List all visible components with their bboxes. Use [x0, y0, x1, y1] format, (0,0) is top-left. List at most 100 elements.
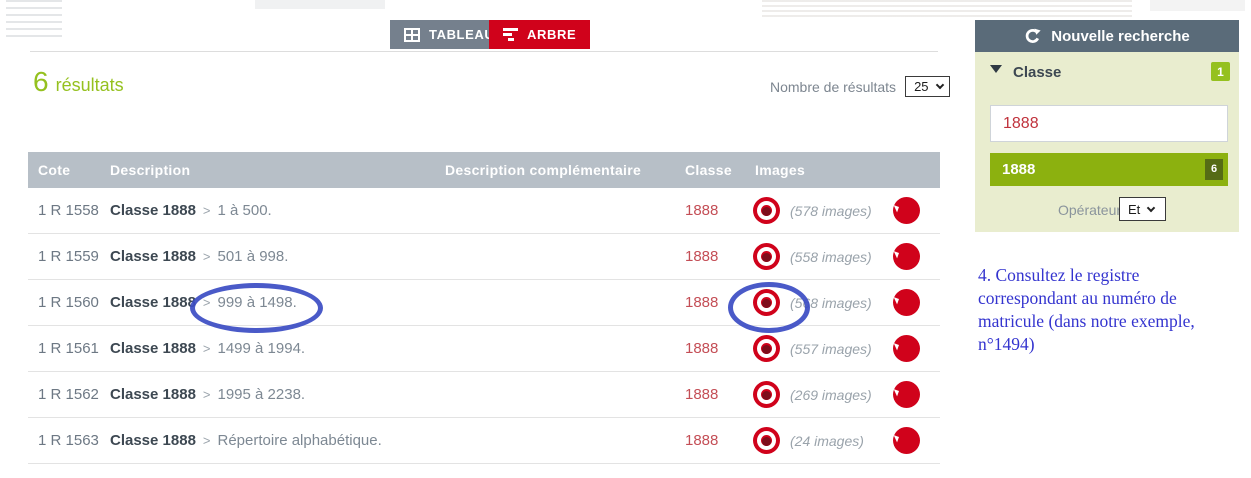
eye-target-icon[interactable] — [753, 243, 780, 270]
operator-select[interactable]: Et — [1119, 197, 1166, 221]
results-per-page-select[interactable]: 25 — [905, 76, 950, 97]
operator-label: Opérateur — [1058, 202, 1122, 218]
eye-pupil — [762, 253, 771, 262]
eye-target-icon[interactable] — [753, 335, 780, 362]
row-image-count: (578 images) — [790, 203, 872, 219]
column-header-description: Description — [110, 162, 191, 178]
results-per-page-label: Nombre de résultats — [770, 78, 897, 95]
top-separator — [30, 51, 938, 52]
tableau-button-label: TABLEAU — [429, 27, 495, 42]
eye-target-icon[interactable] — [753, 197, 780, 224]
row-description-classe: Classe 1888 — [110, 340, 196, 357]
breadcrumb-separator: > — [202, 433, 211, 448]
red-dot-icon[interactable] — [893, 381, 920, 408]
facet-selected-count-badge: 6 — [1205, 159, 1223, 180]
breadcrumb-separator: > — [202, 295, 211, 310]
row-classe: 1888 — [685, 248, 719, 265]
eye-pupil — [762, 437, 771, 446]
row-description[interactable]: Classe 1888 >1499 à 1994. — [110, 326, 305, 372]
tableau-view-button[interactable]: TABLEAU — [390, 20, 509, 49]
new-search-button[interactable]: Nouvelle recherche — [975, 20, 1239, 52]
table-row[interactable]: 1 R 1558 Classe 1888 >1 à 500. 1888 (578 … — [28, 188, 940, 234]
row-cote: 1 R 1558 — [38, 202, 99, 219]
classe-filter-input[interactable] — [990, 105, 1228, 142]
triangle-down-icon — [990, 65, 1002, 73]
results-per-page-value: 25 — [914, 79, 929, 94]
row-classe: 1888 — [685, 386, 719, 403]
row-cote: 1 R 1559 — [38, 248, 99, 265]
refresh-icon — [1026, 28, 1041, 43]
row-image-count: (568 images) — [790, 295, 872, 311]
facet-classe-toggle[interactable]: Classe 1 — [975, 52, 1239, 92]
row-description[interactable]: Classe 1888 >999 à 1498. — [110, 280, 297, 326]
red-dot-icon[interactable] — [893, 427, 920, 454]
table-row[interactable]: 1 R 1561 Classe 1888 >1499 à 1994. 1888 (… — [28, 326, 940, 372]
page-top-artifact — [1150, 0, 1245, 11]
eye-target-icon[interactable] — [753, 381, 780, 408]
breadcrumb-separator: > — [202, 249, 211, 264]
row-image-count: (24 images) — [790, 433, 864, 449]
breadcrumb-separator: > — [202, 341, 211, 356]
red-dot-icon[interactable] — [893, 289, 920, 316]
row-description[interactable]: Classe 1888 >501 à 998. — [110, 234, 288, 280]
table-row[interactable]: 1 R 1560 Classe 1888 >999 à 1498. 1888 (5… — [28, 280, 940, 326]
page-top-artifact — [255, 0, 385, 9]
row-description-classe: Classe 1888 — [110, 248, 196, 265]
facet-count-badge: 1 — [1211, 62, 1230, 81]
row-classe: 1888 — [685, 340, 719, 357]
row-description-classe: Classe 1888 — [110, 294, 196, 311]
row-cote: 1 R 1562 — [38, 386, 99, 403]
operator-row: Opérateur Et — [975, 197, 1239, 223]
breadcrumb-separator: > — [202, 203, 211, 218]
row-cote: 1 R 1563 — [38, 432, 99, 449]
red-dot-icon[interactable] — [893, 197, 920, 224]
results-per-page: Nombre de résultats 25 — [770, 76, 950, 97]
eye-target-icon[interactable] — [753, 427, 780, 454]
facet-panel-classe: Classe 1 1888 6 Opérateur Et — [975, 52, 1239, 232]
row-cote: 1 R 1560 — [38, 294, 99, 311]
row-description[interactable]: Classe 1888 >1 à 500. — [110, 188, 272, 234]
eye-pupil — [762, 299, 771, 308]
row-cote: 1 R 1561 — [38, 340, 99, 357]
row-description[interactable]: Classe 1888 >1995 à 2238. — [110, 372, 305, 418]
column-header-images: Images — [755, 162, 806, 178]
table-row[interactable]: 1 R 1562 Classe 1888 >1995 à 2238. 1888 (… — [28, 372, 940, 418]
row-description-classe: Classe 1888 — [110, 202, 196, 219]
arbre-button-label: ARBRE — [527, 27, 577, 42]
chevron-down-icon — [1147, 203, 1156, 212]
table-row[interactable]: 1 R 1559 Classe 1888 >501 à 998. 1888 (55… — [28, 234, 940, 280]
chevron-down-icon — [935, 80, 944, 90]
column-header-classe: Classe — [685, 162, 732, 178]
column-header-description-complementaire: Description complémentaire — [445, 162, 642, 178]
new-search-label: Nouvelle recherche — [1051, 27, 1190, 45]
facet-value-selected[interactable]: 1888 6 — [990, 153, 1228, 186]
arbre-view-button[interactable]: ARBRE — [489, 20, 591, 49]
eye-pupil — [762, 207, 771, 216]
row-classe: 1888 — [685, 202, 719, 219]
row-description[interactable]: Classe 1888 > Répertoire alphabétique. — [110, 418, 382, 464]
eye-target-icon[interactable] — [753, 289, 780, 316]
facet-selected-label: 1888 — [1002, 161, 1036, 178]
row-image-count: (557 images) — [790, 341, 872, 357]
grid-icon — [404, 27, 420, 42]
row-description-classe: Classe 1888 — [110, 432, 196, 449]
row-image-count: (558 images) — [790, 249, 872, 265]
results-count-number: 6 — [33, 66, 49, 97]
row-description-range: 999 à 1498. — [217, 294, 297, 311]
column-header-cote: Cote — [38, 162, 71, 178]
operator-value: Et — [1128, 201, 1141, 217]
table-row[interactable]: 1 R 1563 Classe 1888 > Répertoire alphabét… — [28, 418, 940, 464]
tutorial-annotation-text: 4. Consultez le registre correspondant a… — [978, 265, 1195, 354]
eye-pupil — [762, 391, 771, 400]
row-description-range: 1 à 500. — [217, 202, 272, 219]
eye-pupil — [762, 345, 771, 354]
row-classe: 1888 — [685, 432, 719, 449]
row-description-range: 501 à 998. — [217, 248, 289, 265]
red-dot-icon[interactable] — [893, 243, 920, 270]
red-dot-icon[interactable] — [893, 335, 920, 362]
results-table: Cote Description Description complémenta… — [28, 152, 940, 464]
results-count: 6 résultats — [33, 66, 124, 98]
row-description-range: Répertoire alphabétique. — [217, 432, 382, 449]
row-description-classe: Classe 1888 — [110, 386, 196, 403]
